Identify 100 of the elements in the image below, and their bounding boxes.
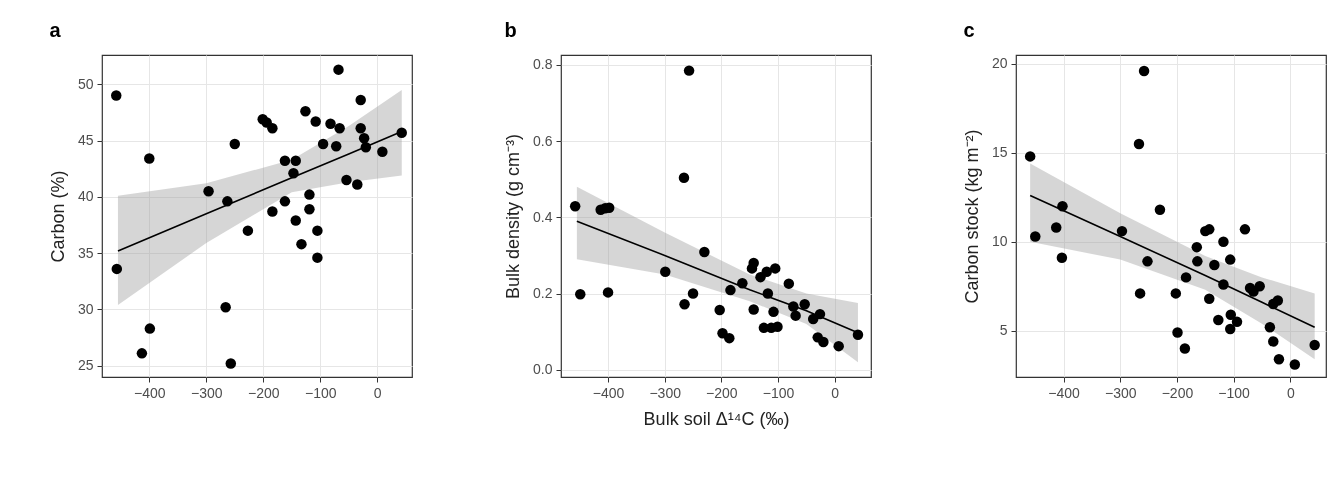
x-tick-label: 0 <box>831 384 840 401</box>
point <box>769 263 781 274</box>
point <box>267 206 278 217</box>
point <box>725 284 736 296</box>
x-tick-label: −200 <box>1161 384 1194 401</box>
y-axis-title: Carbon stock (kg m⁻²) <box>961 129 982 304</box>
point <box>1231 316 1243 328</box>
point <box>575 289 586 300</box>
point <box>203 186 214 197</box>
point <box>1134 288 1146 299</box>
point <box>790 310 801 321</box>
point <box>290 215 301 226</box>
point <box>678 172 690 183</box>
x-tick-label: −200 <box>247 384 280 401</box>
point <box>762 288 774 299</box>
point <box>1172 327 1183 338</box>
x-axis-title: Bulk soil Δ¹⁴C (‰) <box>643 408 790 429</box>
point <box>768 306 779 318</box>
point <box>1154 204 1166 216</box>
point <box>569 201 581 212</box>
point <box>310 116 321 127</box>
point <box>1050 222 1062 233</box>
y-tick-label: 0.4 <box>533 208 553 225</box>
point <box>683 65 695 76</box>
point <box>317 138 329 150</box>
point <box>1057 200 1068 212</box>
point <box>1170 288 1182 299</box>
point <box>242 225 254 236</box>
point <box>279 155 291 167</box>
point <box>279 196 291 207</box>
point <box>1218 236 1229 248</box>
point <box>358 133 370 144</box>
point <box>1268 336 1279 347</box>
point <box>1024 151 1036 162</box>
point <box>1030 231 1041 242</box>
point <box>1191 241 1203 253</box>
chart-title: c <box>963 19 975 41</box>
x-tick-label: −300 <box>1105 384 1137 401</box>
x-tick-label: −100 <box>304 384 337 401</box>
point <box>1180 272 1192 283</box>
x-tick-label: −200 <box>706 384 738 401</box>
point <box>679 298 690 310</box>
x-tick-label: −100 <box>762 384 795 401</box>
point <box>334 122 345 134</box>
x-tick-label: 0 <box>1286 384 1295 401</box>
y-tick-label: 0.2 <box>533 285 553 302</box>
x-tick-label: −400 <box>592 384 625 401</box>
point <box>222 196 233 207</box>
point <box>1179 343 1191 354</box>
point <box>799 298 810 310</box>
point <box>1204 224 1215 235</box>
point <box>1264 321 1276 333</box>
point <box>333 64 344 75</box>
point <box>1239 224 1251 235</box>
x-tick-label: −300 <box>649 384 682 401</box>
point <box>1056 252 1068 264</box>
point <box>1289 359 1301 370</box>
point <box>748 304 759 315</box>
point <box>1142 256 1153 267</box>
point <box>660 266 671 278</box>
point <box>330 140 342 152</box>
point <box>1224 323 1236 335</box>
point <box>136 348 148 359</box>
point <box>300 106 311 117</box>
point <box>783 278 795 289</box>
point <box>699 246 710 258</box>
point <box>1254 281 1265 292</box>
y-tick-label: 15 <box>991 144 1008 161</box>
point <box>360 142 372 153</box>
y-tick-label: 0.6 <box>533 132 553 149</box>
point <box>833 340 844 352</box>
point <box>220 301 231 313</box>
point <box>1138 65 1150 77</box>
point <box>737 278 748 289</box>
point <box>1192 256 1203 267</box>
point <box>341 174 352 186</box>
y-tick-label: 20 <box>991 55 1008 72</box>
y-tick-label: 35 <box>77 244 94 261</box>
point <box>304 189 315 200</box>
x-tick-label: −400 <box>1048 384 1081 401</box>
point <box>290 155 301 167</box>
x-tick-label: 0 <box>373 384 382 401</box>
x-tick-label: −100 <box>1218 384 1251 401</box>
point <box>144 153 155 164</box>
y-axis-title: Carbon (%) <box>47 170 68 263</box>
point <box>377 146 388 158</box>
point <box>312 252 323 263</box>
chart-title: a <box>49 19 62 41</box>
point <box>1309 339 1320 351</box>
y-tick-label: 0.0 <box>533 361 553 378</box>
point <box>1273 353 1285 365</box>
point <box>396 127 407 138</box>
point <box>687 288 699 299</box>
x-tick-label: −400 <box>134 384 166 401</box>
point <box>761 266 772 278</box>
y-axis-title: Bulk density (g cm⁻³) <box>503 133 524 300</box>
point <box>852 329 864 340</box>
point <box>312 225 323 236</box>
point <box>304 204 315 215</box>
chart-title: b <box>504 19 517 41</box>
